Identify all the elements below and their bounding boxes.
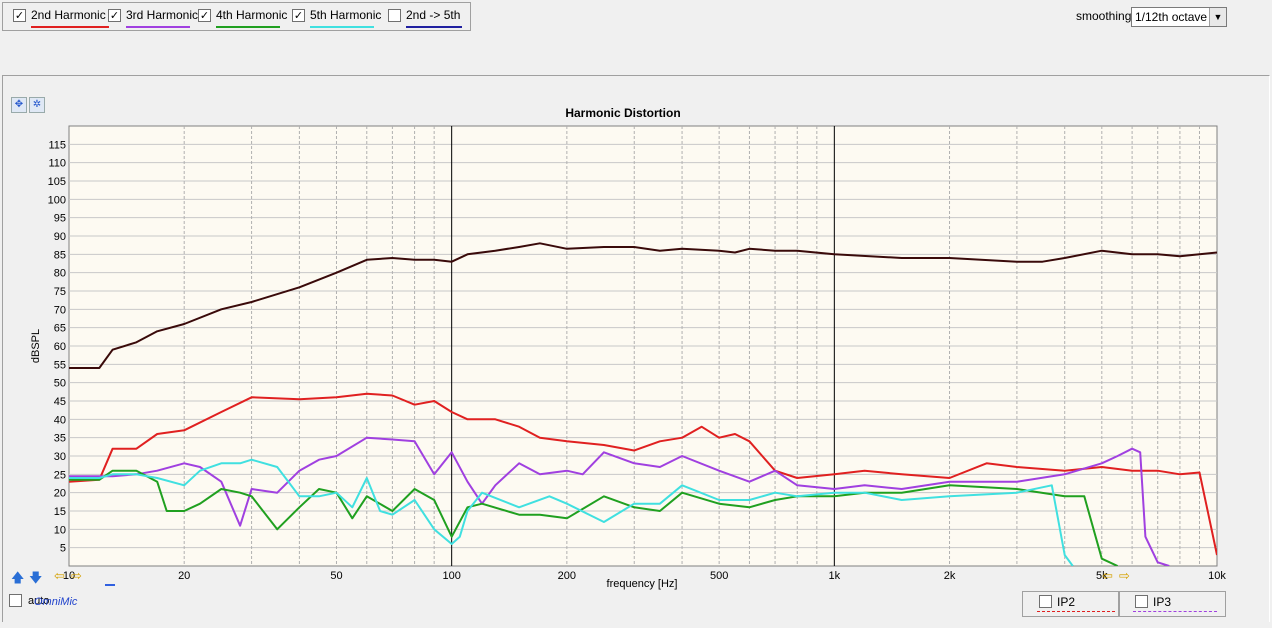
zoom-fit-icon[interactable]: ✥ — [11, 97, 27, 113]
x-tick-label: 50 — [330, 570, 342, 582]
y-tick-label: 45 — [54, 396, 66, 408]
y-tick-label: 110 — [48, 158, 66, 170]
grid-lines — [69, 126, 1217, 566]
legend-checkbox-4th[interactable]: ✓ — [198, 9, 211, 22]
y-tick-label: 50 — [54, 378, 66, 390]
y-tick-label: 65 — [54, 323, 66, 335]
x-axis-label: frequency [Hz] — [607, 578, 678, 590]
legend-label-3rd: 3rd Harmonic — [126, 8, 199, 22]
legend-label-2nd: 2nd Harmonic — [31, 8, 106, 22]
legend-label-4th: 4th Harmonic — [216, 8, 288, 22]
ip2-label: IP2 — [1057, 595, 1076, 609]
y-tick-label: 85 — [54, 249, 66, 261]
y-tick-label: 80 — [54, 268, 66, 280]
curves — [69, 242, 1217, 566]
y-tick-label: 95 — [54, 213, 66, 225]
y-tick-label: 5 — [60, 543, 66, 555]
auto-label: auto — [28, 595, 50, 607]
smoothing-label: smoothing — [1076, 9, 1132, 23]
arrow-down-icon[interactable]: 🡇 — [29, 571, 43, 586]
legend-swatch-3rd — [126, 26, 190, 28]
brand-label: OmniMic — [34, 596, 78, 608]
y-tick-label: 75 — [54, 286, 66, 298]
legend-checkbox-2nd-5th[interactable] — [388, 9, 401, 22]
auto-checkbox[interactable] — [9, 594, 22, 607]
y-tick-label: 35 — [54, 433, 66, 445]
y-tick-label: 105 — [48, 176, 66, 188]
y-tick-label: 20 — [54, 488, 66, 500]
x-tick-label: 2k — [944, 570, 956, 582]
series-line-4 — [69, 458, 1074, 566]
x-tick-label: 200 — [558, 570, 576, 582]
ip3-toggle[interactable]: IP3 — [1118, 591, 1226, 617]
arrow-right-right-icon[interactable]: ⇨ — [1119, 569, 1130, 584]
y-tick-labels: 5 10 15 20 25 30 35 40 45 50 55 60 65 70 75 80 85 90 95 100… — [48, 139, 66, 554]
arrow-up-icon[interactable]: 🡅 — [11, 571, 25, 586]
marker-icon — [105, 584, 115, 586]
y-tick-label: 55 — [54, 359, 66, 371]
ip3-checkbox[interactable] — [1135, 595, 1148, 608]
x-tick-label: 1k — [829, 570, 841, 582]
chart-title: Harmonic Distortion — [565, 106, 680, 120]
y-tick-label: 10 — [54, 524, 66, 536]
series-line-0 — [69, 242, 1217, 369]
x-tick-label: 10k — [1208, 570, 1226, 582]
smoothing-select[interactable]: 1/12th octave ▼ — [1131, 7, 1227, 27]
smoothing-value: 1/12th octave — [1135, 10, 1208, 24]
zoom-all-icon[interactable]: ✲ — [29, 97, 45, 113]
y-axis-label: dBSPL — [30, 329, 42, 363]
legend-checkbox-3rd[interactable]: ✓ — [108, 9, 121, 22]
legend-swatch-2nd — [31, 26, 109, 28]
legend-swatch-2nd-5th — [406, 26, 462, 28]
y-tick-label: 15 — [54, 506, 66, 518]
x-tick-label: 500 — [710, 570, 728, 582]
chevron-down-icon[interactable]: ▼ — [1209, 8, 1226, 26]
legend-label-5th: 5th Harmonic — [310, 8, 382, 22]
legend-swatch-4th — [216, 26, 280, 28]
x-tick-label: 100 — [442, 570, 460, 582]
y-tick-label: 30 — [54, 451, 66, 463]
series-line-1 — [69, 392, 1217, 556]
harmonic-distortion-chart: 5 10 15 20 25 30 35 40 45 50 55 60 65 70 75 80 85 90 95 100… — [30, 106, 1226, 590]
y-tick-label: 60 — [54, 341, 66, 353]
ip2-checkbox[interactable] — [1039, 595, 1052, 608]
chart-panel: ✥ ✲ 5 10 15 20 25 30 35 40 45 50 55 60 65 70 75 80 85 90 9… — [2, 75, 1270, 622]
y-tick-label: 100 — [48, 194, 66, 206]
arrow-left-icon[interactable]: ⇦ — [54, 569, 65, 584]
x-tick-labels: 10 20 50 100 200 500 1k 2k 5k 10k — [63, 570, 1226, 582]
x-tick-label: 5k — [1096, 570, 1108, 582]
y-tick-label: 40 — [54, 414, 66, 426]
ip3-label: IP3 — [1153, 595, 1172, 609]
y-tick-label: 90 — [54, 231, 66, 243]
legend-swatch-5th — [310, 26, 374, 28]
legend-checkbox-5th[interactable]: ✓ — [292, 9, 305, 22]
y-tick-label: 25 — [54, 469, 66, 481]
legend-checkbox-2nd[interactable]: ✓ — [13, 9, 26, 22]
arrow-left-right-icon[interactable]: ⇦ — [1102, 569, 1113, 584]
y-tick-label: 115 — [48, 139, 66, 151]
legend-label-2nd-5th: 2nd -> 5th — [406, 8, 461, 22]
x-tick-label: 10 — [63, 570, 75, 582]
ip2-swatch — [1037, 611, 1115, 612]
top-toolbar: ✓ 2nd Harmonic ✓ 3rd Harmonic ✓ 4th Harm… — [0, 0, 1272, 74]
ip3-swatch — [1133, 611, 1217, 612]
ip2-toggle[interactable]: IP2 — [1022, 591, 1120, 617]
x-tick-label: 20 — [178, 570, 190, 582]
series-line-2 — [69, 436, 1170, 566]
legend-panel: ✓ 2nd Harmonic ✓ 3rd Harmonic ✓ 4th Harm… — [2, 2, 471, 31]
y-tick-label: 70 — [54, 304, 66, 316]
arrow-right-icon[interactable]: ⇨ — [71, 569, 82, 584]
